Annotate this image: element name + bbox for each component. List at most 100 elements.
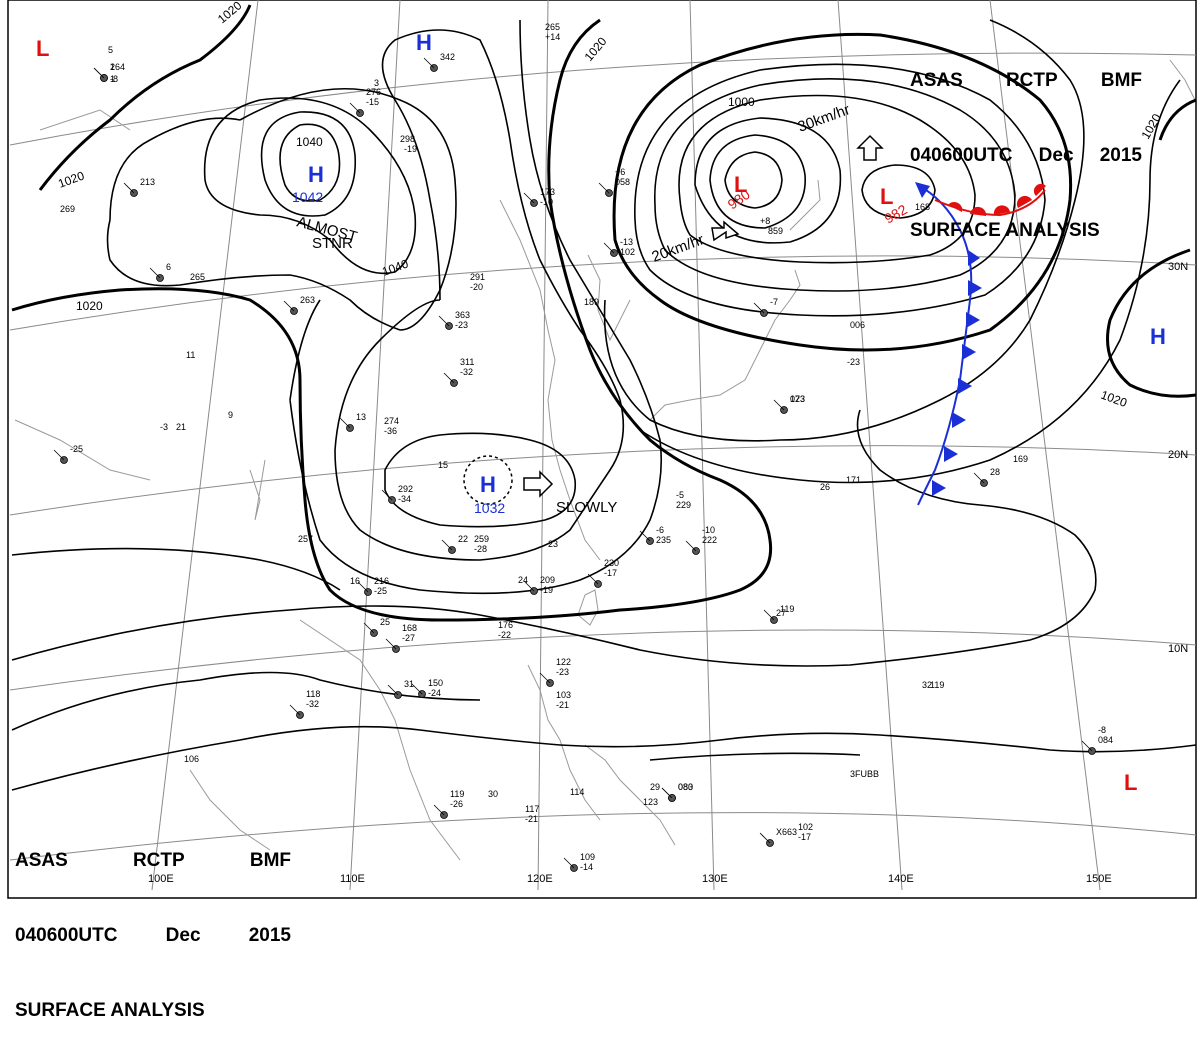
station-wind-barb-icon <box>381 489 393 501</box>
station-value: 123 <box>643 797 658 807</box>
station-value: 235 <box>656 535 671 545</box>
station-value: 32 <box>922 680 932 690</box>
high-center-symbol: H <box>1150 324 1166 349</box>
isobar-label: 1040 <box>380 256 410 278</box>
station-value: -3 <box>160 422 168 432</box>
station-wind-barb-icon <box>385 638 397 650</box>
station-value: -22 <box>498 630 511 640</box>
station-value: 274 <box>384 416 399 426</box>
station-value: 058 <box>615 177 630 187</box>
station-value: -13 <box>620 237 633 247</box>
station-value: -14 <box>580 862 593 872</box>
station-value: 31 <box>404 679 414 689</box>
station-value: -28 <box>474 544 487 554</box>
station-value: 259 <box>474 534 489 544</box>
header-title: SURFACE ANALYSIS <box>15 1000 205 1021</box>
station-value: 164 <box>110 62 125 72</box>
station-wind-barb-icon <box>289 704 301 716</box>
isobar-labels: 1040 1040 1020 1020 1020 1020 1000 1020 … <box>56 0 1164 410</box>
station-value: 6 <box>166 262 171 272</box>
station-value: -8 <box>1098 725 1106 735</box>
isobars <box>11 4 1197 791</box>
station-value: 189 <box>584 297 599 307</box>
arrow-20kmhr <box>711 220 740 242</box>
station-wind-barb-icon <box>685 540 697 552</box>
isobar-label: 1020 <box>1099 388 1129 410</box>
station-wind-barb-icon <box>587 573 599 585</box>
station-value: 102 <box>798 822 813 832</box>
map-border <box>7 0 1197 899</box>
station-value: 2 <box>110 62 115 72</box>
longitude-labels: 100E 110E 120E 130E 140E 150E <box>148 873 1112 885</box>
header-source: BMF <box>249 850 291 871</box>
station-value: 209 <box>540 575 555 585</box>
station-value: 150 <box>428 678 443 688</box>
station-value: 269 <box>60 204 75 214</box>
station-value: -32 <box>306 699 319 709</box>
low-center-symbol: L <box>880 184 893 209</box>
station-wind-barb-icon <box>773 399 785 411</box>
station-value: 122 <box>556 657 571 667</box>
station-wind-barb-icon <box>523 580 535 592</box>
station-wind-barb-icon <box>753 302 765 314</box>
arrow-30kmhr <box>856 134 884 161</box>
longitude-label: 140E <box>888 873 914 885</box>
station-value: 13 <box>356 412 366 422</box>
station-value: 3 <box>374 78 379 88</box>
longitude-label: 130E <box>702 873 728 885</box>
high-center-value: 1032 <box>474 500 505 516</box>
station-value: 25 <box>380 617 390 627</box>
station-value: 291 <box>470 272 485 282</box>
header-month: Dec <box>165 925 201 946</box>
longitude-label: 120E <box>527 873 553 885</box>
station-wind-barb-icon <box>1081 740 1093 752</box>
station-value: 311 <box>460 357 474 367</box>
station-value: 16 <box>350 576 360 586</box>
station-value: 213 <box>140 177 155 187</box>
annotations: ALMOST STNR SLOWLY 20km/hr 30km/hr <box>295 101 852 516</box>
station-wind-barb-icon <box>598 182 610 194</box>
movement-arrows <box>523 134 884 498</box>
station-value: 230 <box>604 558 619 568</box>
station-value: 257 <box>298 534 313 544</box>
station-wind-barb-icon <box>387 684 399 696</box>
low-center-symbol: L <box>734 172 747 197</box>
latitude-label: 10N <box>1168 643 1188 655</box>
station-value: 23 <box>548 539 558 549</box>
longitude-label: 110E <box>340 873 365 885</box>
station-value: 173 <box>790 394 805 404</box>
low-center-symbol: L <box>36 36 49 61</box>
station-value: 119 <box>780 604 794 614</box>
station-wind-barb-icon <box>639 530 651 542</box>
station-value: -25 <box>374 586 387 596</box>
station-wind-barb-icon <box>563 857 575 869</box>
station-value: +6 <box>615 167 625 177</box>
station-wind-barb-icon <box>357 581 369 593</box>
station-wind-barb-icon <box>149 267 161 279</box>
station-value: -23 <box>847 357 860 367</box>
station-value: -6 <box>656 525 664 535</box>
station-wind-barb-icon <box>411 683 423 695</box>
station-wind-barb-icon <box>759 832 771 844</box>
high-center-symbol: H <box>480 472 496 497</box>
station-value: -7 <box>770 297 778 307</box>
station-value: -21 <box>525 814 538 824</box>
station-plots: 164-8276-15298-19342265+1421326926526329… <box>53 22 1113 872</box>
low-center-value: 980 <box>725 186 753 213</box>
station-wind-barb-icon <box>283 300 295 312</box>
speed-30-label: 30km/hr <box>796 101 853 136</box>
station-wind-barb-icon <box>93 67 105 79</box>
station-value: 023 <box>790 394 805 404</box>
station-wind-barb-icon <box>53 449 65 461</box>
station-wind-barb-icon <box>661 787 673 799</box>
header-month: Dec <box>1038 145 1074 166</box>
station-value: 1 <box>110 74 115 84</box>
station-value: 114 <box>570 787 584 797</box>
station-wind-barb-icon <box>123 182 135 194</box>
station-value: X663 <box>776 827 797 837</box>
station-value: -20 <box>470 282 483 292</box>
slowly-arrow <box>523 470 554 498</box>
station-value: 263 <box>300 295 315 305</box>
longitude-label: 150E <box>1086 873 1112 885</box>
header-product: ASAS <box>910 70 963 91</box>
